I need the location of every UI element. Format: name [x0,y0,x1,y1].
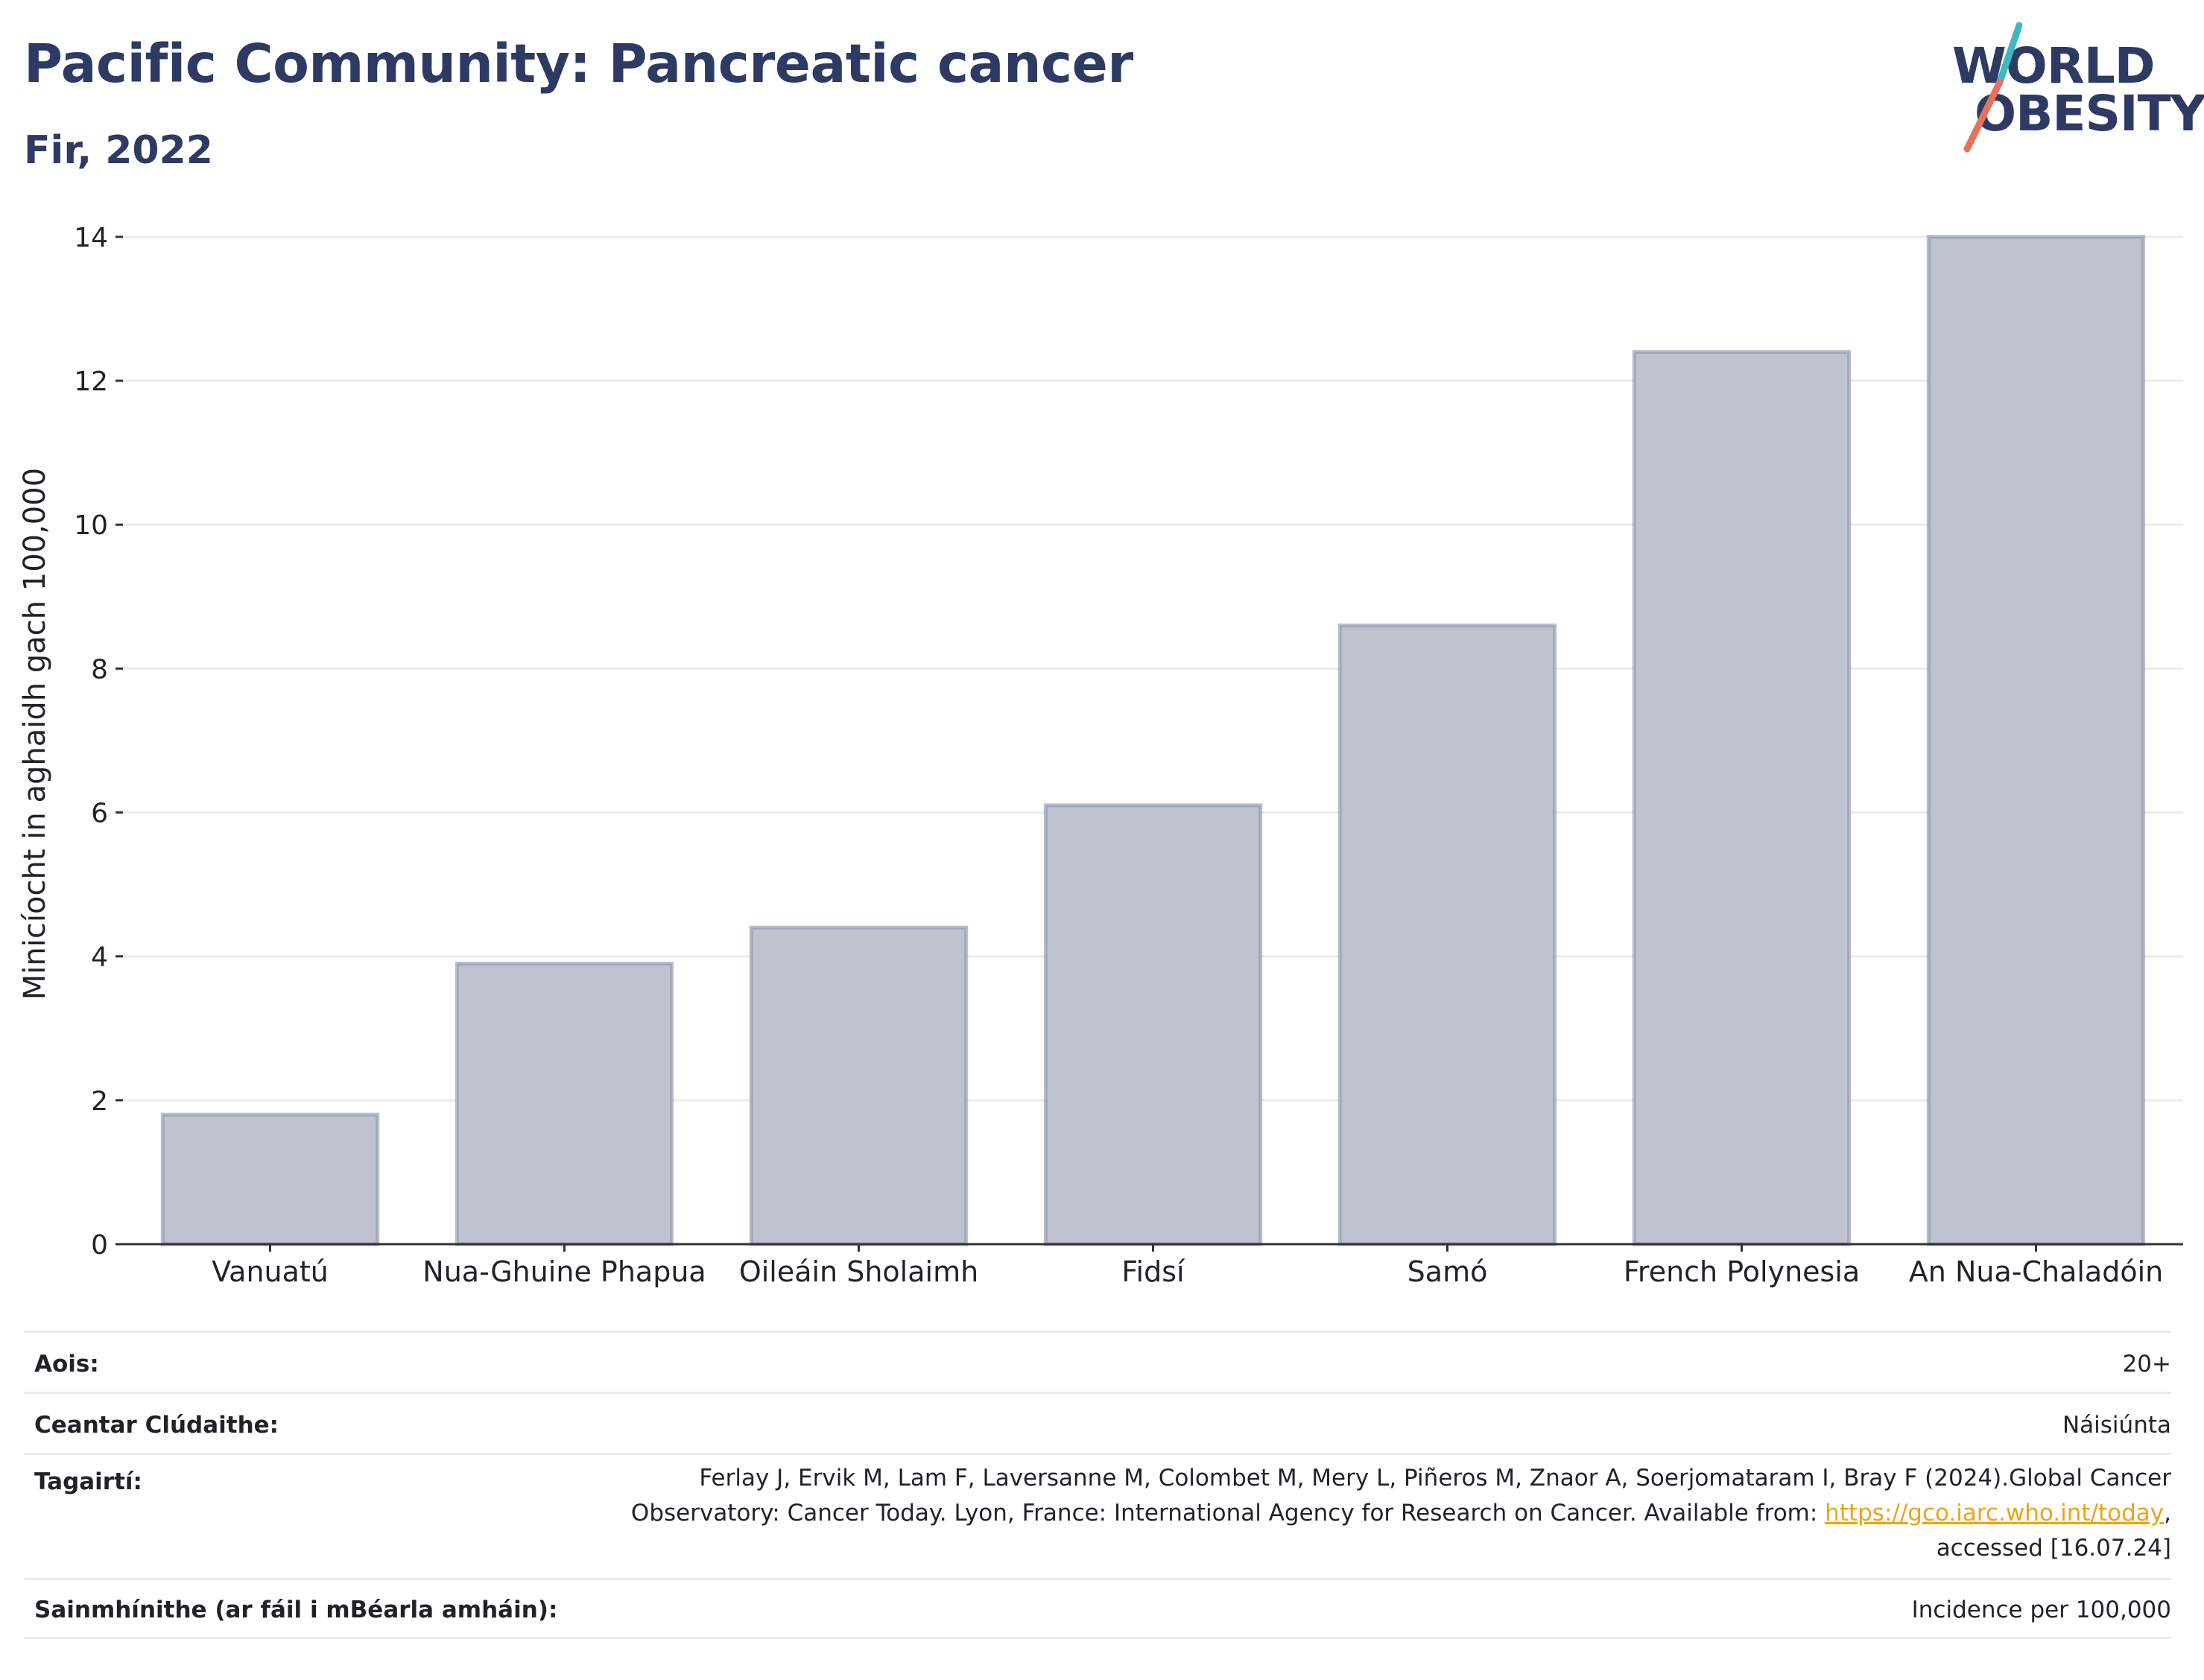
y-tick-label: 4 [91,942,108,973]
info-row-age: Aois: 20+ [24,1331,2171,1392]
bar [749,925,969,1246]
x-tick-label: Nua-Ghuine Phapua [422,1255,706,1288]
x-tick-label: French Polynesia [1624,1255,1860,1288]
bar [1043,803,1263,1246]
info-row-coverage: Ceantar Clúdaithe: Náisiúnta [24,1392,2171,1453]
world-obesity-logo: WORLD OBESITY [1945,21,2204,159]
age-value: 20+ [2122,1351,2171,1378]
references-value: Ferlay J, Ervik M, Lam F, Laversanne M, … [631,1461,2171,1566]
y-tick-label: 14 [74,223,108,253]
logo-slash-icon [1963,22,2023,153]
references-line1: Ferlay J, Ervik M, Lam F, Laversanne M, … [699,1465,2171,1492]
y-tick-label: 6 [91,799,108,829]
x-tick-label: Vanuatú [212,1255,329,1288]
age-label: Aois: [34,1351,99,1378]
bar [1632,349,1852,1246]
chart-subtitle: Fir, 2022 [24,128,213,173]
info-table: Aois: 20+ Ceantar Clúdaithe: Náisiúnta T… [24,1331,2171,1639]
references-link[interactable]: https://gco.iarc.who.int/today [1825,1500,2165,1527]
y-tick-label: 10 [74,510,108,541]
bar [455,961,674,1246]
references-line3: accessed [16.07.24] [1936,1535,2171,1562]
y-axis-label: Minicíocht in aghaidh gach 100,000 [18,468,52,1000]
bar [1337,623,1557,1246]
y-tick-label: 12 [74,367,108,397]
x-tick-labels: Vanuatú Nua-Ghuine Phapua Oileáin Sholaimh… [212,1244,2163,1288]
references-line2-end: , [2164,1500,2171,1527]
bars [160,235,2146,1246]
y-tick-labels: 0 2 4 6 8 10 12 14 [74,223,123,1261]
definitions-label: Sainmhínithe (ar fáil i mBéarla amháin): [34,1597,558,1623]
info-row-definitions: Sainmhínithe (ar fáil i mBéarla amháin):… [24,1578,2171,1639]
y-tick-label: 8 [91,654,108,685]
y-tick-label: 2 [91,1086,108,1117]
logo-line1: WORLD [1952,37,2156,95]
y-tick-label: 0 [91,1230,108,1261]
references-label: Tagairtí: [34,1468,142,1495]
info-row-references: Tagairtí: Ferlay J, Ervik M, Lam F, Lave… [24,1453,2171,1578]
logo-line2: OBESITY [1975,85,2204,142]
bar-chart: 0 2 4 6 8 10 12 14 Vanuatú Nua-Ghuine Phapua Oile… [18,223,2183,1288]
definitions-value: Incidence per 100,000 [1911,1597,2171,1623]
coverage-label: Ceantar Clúdaithe: [34,1412,279,1439]
bar [1926,235,2146,1246]
x-tick-label: An Nua-Chaladóin [1909,1255,2163,1288]
references-line2: Observatory: Cancer Today. Lyon, France:… [630,1500,1825,1527]
x-tick-label: Samó [1407,1255,1488,1288]
x-tick-label: Fidsí [1121,1255,1185,1288]
x-tick-label: Oileáin Sholaimh [739,1255,978,1288]
bar [160,1112,380,1246]
chart-title: Pacific Community: Pancreatic cancer [24,33,1133,95]
coverage-value: Náisiúnta [2062,1412,2171,1439]
